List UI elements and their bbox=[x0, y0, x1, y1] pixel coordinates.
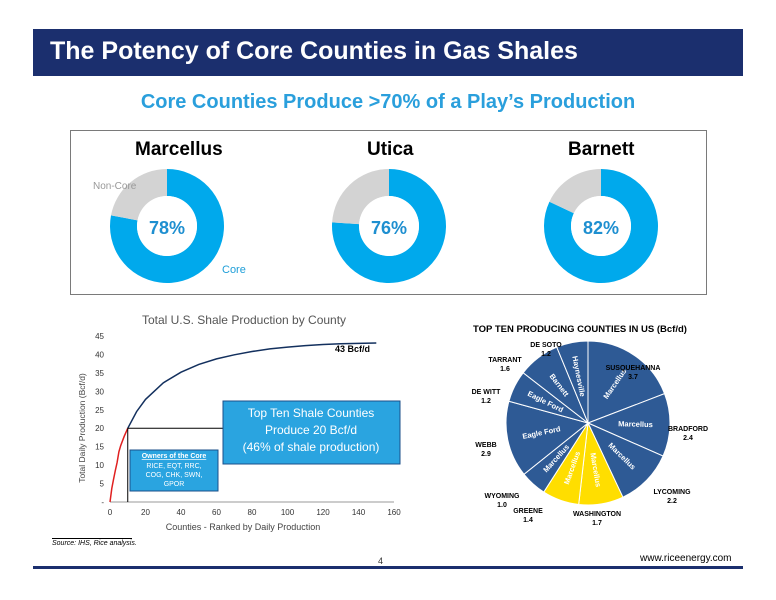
line-chart-title: Total U.S. Shale Production by County bbox=[142, 313, 346, 327]
pie-county-label: WEBB bbox=[475, 442, 496, 449]
line-series-cumulative bbox=[127, 342, 377, 429]
donut-pct-marcellus: 78% bbox=[149, 218, 185, 238]
callout-line-1: Top Ten Shale Counties bbox=[248, 406, 375, 420]
callout-box bbox=[222, 400, 401, 465]
donut-noncore-1 bbox=[332, 169, 389, 225]
owners-line-2: COG, CHK, SWN, bbox=[146, 472, 203, 479]
pie-value-label: 2.9 bbox=[481, 451, 491, 458]
y-axis-label: Total Daily Production (Bcf/d) bbox=[77, 373, 87, 483]
y-tick-label: 15 bbox=[95, 443, 104, 452]
pie-slices: MarcellusMarcellusMarcellusMarcellusMarc… bbox=[505, 340, 671, 506]
donut-marcellus bbox=[110, 169, 224, 283]
donut-core-0 bbox=[110, 169, 224, 283]
donut-utica bbox=[332, 169, 447, 283]
y-tick-label: 20 bbox=[95, 424, 104, 433]
x-tick-label: 20 bbox=[141, 508, 150, 517]
y-tick-label: 30 bbox=[95, 387, 104, 396]
donut-hole-2 bbox=[571, 196, 631, 256]
pie-county-label: WASHINGTON bbox=[573, 511, 621, 518]
pie-value-label: 2.2 bbox=[667, 498, 677, 505]
legend-noncore: Non-Core bbox=[93, 181, 137, 192]
y-tick-label: 10 bbox=[95, 461, 104, 470]
donut-barnett bbox=[544, 169, 658, 283]
page-subtitle: Core Counties Produce >70% of a Play’s P… bbox=[140, 91, 636, 113]
owners-title: Owners of the Core bbox=[142, 453, 207, 460]
donut-hole-1 bbox=[359, 196, 419, 256]
pie-value-label: 1.2 bbox=[481, 398, 491, 405]
x-tick-label: 160 bbox=[387, 508, 401, 517]
source-divider bbox=[52, 538, 132, 539]
y-tick-label: 25 bbox=[95, 406, 104, 415]
callout-line-3: (46% of shale production) bbox=[243, 440, 380, 454]
pie-chart: TOP TEN PRODUCING COUNTIES IN US (Bcf/d)… bbox=[472, 324, 708, 527]
page-number: 4 bbox=[378, 556, 384, 566]
pie-county-label: TARRANT bbox=[488, 357, 522, 364]
x-tick-label: 0 bbox=[108, 508, 113, 517]
donut-core-1 bbox=[332, 169, 447, 283]
end-value-label: 43 Bcf/d bbox=[335, 344, 370, 354]
donut-noncore-2 bbox=[549, 169, 601, 214]
donut-panel: Marcellus Utica Barnett bbox=[70, 130, 707, 295]
donut-pct-utica: 76% bbox=[371, 218, 407, 238]
x-tick-label: 120 bbox=[316, 508, 330, 517]
line-chart-ticks: 0 20 40 60 80 100 120 140 160 - 5 10 15 20 25 30 35 40 45 bbox=[95, 332, 401, 517]
donut-pct-barnett: 82% bbox=[583, 218, 619, 238]
y-tick-label: 5 bbox=[100, 480, 105, 489]
pie-value-label: 1.0 bbox=[497, 502, 507, 509]
header-bar bbox=[33, 29, 743, 76]
donut-hole-0 bbox=[137, 196, 197, 256]
donut-core-2 bbox=[544, 169, 658, 283]
owners-box bbox=[129, 449, 219, 492]
x-tick-label: 100 bbox=[281, 508, 295, 517]
y-tick-label: 45 bbox=[95, 332, 104, 341]
donut-title-utica: Utica bbox=[367, 139, 414, 160]
pie-county-label: SUSQUEHANNA bbox=[606, 365, 661, 372]
owners-line-3: GPOR bbox=[164, 481, 185, 488]
pie-county-label: DE WITT bbox=[472, 389, 501, 396]
page-title: The Potency of Core Counties in Gas Shal… bbox=[50, 37, 578, 65]
pie-slice-bradford bbox=[586, 392, 671, 457]
pie-slice-de-soto bbox=[556, 340, 589, 424]
pie-value-label: 3.7 bbox=[628, 374, 638, 381]
pie-value-label: 2.4 bbox=[683, 435, 693, 442]
x-tick-label: 80 bbox=[248, 508, 257, 517]
x-axis-label: Counties - Ranked by Daily Production bbox=[166, 522, 321, 532]
callout-line-2: Produce 20 Bcf/d bbox=[265, 423, 357, 437]
donut-charts: 78% 76% 82% bbox=[110, 169, 658, 283]
pie-slice-susquehanna bbox=[587, 340, 666, 424]
pie-value-label: 1.7 bbox=[592, 520, 602, 527]
donut-title-barnett: Barnett bbox=[568, 139, 635, 160]
pie-county-label: GREENE bbox=[513, 508, 543, 515]
pie-value-label: 1.6 bbox=[500, 366, 510, 373]
donut-noncore-0 bbox=[111, 169, 167, 221]
y-tick-label: 35 bbox=[95, 369, 104, 378]
pie-county-label: WYOMING bbox=[485, 493, 521, 500]
source-note: Source: IHS, Rice analysis. bbox=[52, 540, 137, 547]
legend-core: Core bbox=[222, 264, 246, 276]
pie-value-label: 1.2 bbox=[541, 351, 551, 358]
pie-labels: SUSQUEHANNA 3.7 BRADFORD 2.4 LYCOMING 2.2 WASH… bbox=[472, 342, 708, 527]
x-tick-label: 60 bbox=[212, 508, 221, 517]
line-series-top-ten bbox=[109, 427, 129, 503]
pie-value-label: 1.4 bbox=[523, 517, 533, 524]
footer-url[interactable]: www.riceenergy.com bbox=[640, 553, 732, 564]
donut-title-marcellus: Marcellus bbox=[135, 139, 223, 160]
pie-county-label: LYCOMING bbox=[653, 489, 691, 496]
y-tick-label: 40 bbox=[95, 350, 104, 359]
footer-bar bbox=[33, 566, 743, 569]
pie-county-label: BRADFORD bbox=[668, 426, 708, 433]
pie-slice-webb bbox=[505, 400, 590, 475]
pie-county-label: DE SOTO bbox=[530, 342, 562, 349]
pie-chart-title: TOP TEN PRODUCING COUNTIES IN US (Bcf/d) bbox=[473, 324, 687, 335]
line-chart: Total U.S. Shale Production by County 0 2… bbox=[77, 313, 401, 532]
y-tick-label: - bbox=[101, 498, 104, 507]
x-tick-label: 140 bbox=[352, 508, 366, 517]
x-tick-label: 40 bbox=[177, 508, 186, 517]
pie-slice-play-label: Marcellus bbox=[618, 419, 653, 429]
owners-line-1: RICE, EQT, RRC, bbox=[146, 463, 201, 470]
